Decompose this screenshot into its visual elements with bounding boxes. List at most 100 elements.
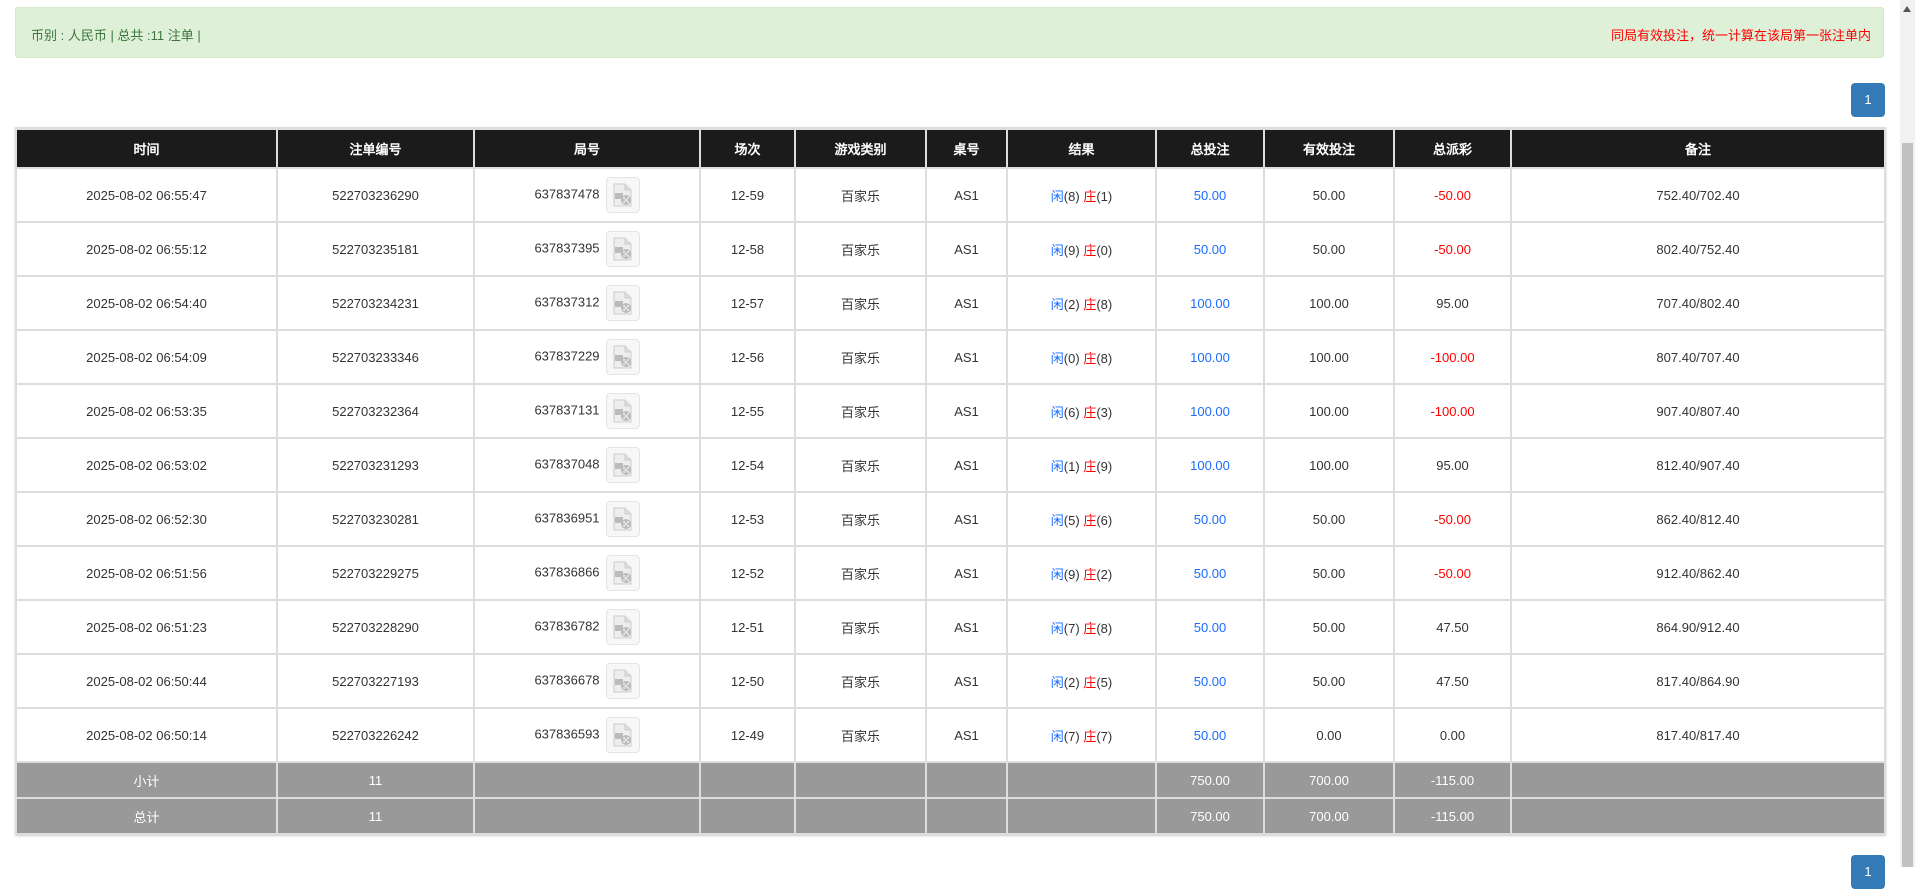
player-points: (2): [1063, 674, 1080, 690]
column-header[interactable]: 注单编号: [276, 127, 475, 168]
player-points: (7): [1063, 620, 1080, 636]
banker-label: 庄: [1083, 728, 1097, 744]
note: 817.40/864.90: [1510, 653, 1886, 709]
table-number: AS1: [925, 329, 1008, 385]
bet-time: 2025-08-02 06:54:09: [15, 329, 278, 385]
session: 12-54: [699, 437, 796, 493]
banker-points: (6): [1096, 512, 1113, 528]
game-type: 百家乐: [794, 167, 927, 223]
valid-bet: 50.00: [1263, 221, 1395, 277]
page-button-top[interactable]: 1: [1851, 83, 1885, 117]
bet-id: 522703231293: [276, 437, 475, 493]
round-cell: 637837048: [473, 437, 701, 493]
table-row: 2025-08-02 06:55:47 522703236290 637837478…: [15, 167, 1886, 223]
total-bet: 100.00: [1155, 275, 1265, 331]
result-cell: 闲(7) 庄(8): [1006, 599, 1157, 655]
grandtotal-count: 11: [276, 797, 475, 835]
subtotal-total-bet: 750.00: [1155, 761, 1265, 799]
total-bet: 100.00: [1155, 437, 1265, 493]
result-cell: 闲(2) 庄(5): [1006, 653, 1157, 709]
game-type: 百家乐: [794, 221, 927, 277]
scrollbar-thumb[interactable]: [1902, 143, 1913, 867]
summary-alert: 币别 : 人民币 | 总共 :11 注单 | 同局有效投注，统一计算在该局第一张…: [15, 7, 1884, 58]
valid-bet: 50.00: [1263, 599, 1395, 655]
vertical-scrollbar[interactable]: [1900, 0, 1915, 867]
bet-time: 2025-08-02 06:53:35: [15, 383, 278, 439]
result-cell: 闲(1) 庄(9): [1006, 437, 1157, 493]
column-header[interactable]: 有效投注: [1263, 127, 1395, 168]
banker-points: (1): [1096, 188, 1113, 204]
session: 12-56: [699, 329, 796, 385]
game-type: 百家乐: [794, 275, 927, 331]
banker-label: 庄: [1083, 296, 1097, 312]
empty-cell: [473, 797, 701, 835]
column-header[interactable]: 局号: [473, 127, 701, 168]
game-type: 百家乐: [794, 707, 927, 763]
table-row: 2025-08-02 06:51:23 522703228290 637836782…: [15, 599, 1886, 655]
player-points: (6): [1063, 404, 1080, 420]
banker-points: (8): [1096, 296, 1113, 312]
payout: -50.00: [1393, 545, 1512, 601]
note: 807.40/707.40: [1510, 329, 1886, 385]
table-number: AS1: [925, 437, 1008, 493]
video-replay-icon[interactable]: [605, 393, 640, 429]
video-replay-icon[interactable]: [605, 231, 640, 267]
round-cell: 637836593: [473, 707, 701, 763]
column-header[interactable]: 游戏类别: [794, 127, 927, 168]
column-header[interactable]: 桌号: [925, 127, 1008, 168]
empty-cell: [794, 797, 927, 835]
video-replay-icon[interactable]: [605, 501, 640, 537]
video-replay-icon[interactable]: [605, 663, 640, 699]
subtotal-valid-bet: 700.00: [1263, 761, 1395, 799]
table-number: AS1: [925, 491, 1008, 547]
video-replay-icon[interactable]: [605, 717, 640, 753]
bet-time: 2025-08-02 06:55:12: [15, 221, 278, 277]
column-header[interactable]: 备注: [1510, 127, 1886, 168]
column-header[interactable]: 场次: [699, 127, 796, 168]
result-cell: 闲(0) 庄(8): [1006, 329, 1157, 385]
round-cell: 637837395: [473, 221, 701, 277]
round-number: 637836593: [534, 726, 600, 742]
page-button-bottom[interactable]: 1: [1851, 855, 1885, 889]
empty-cell: [1510, 797, 1886, 835]
banker-points: (5): [1096, 674, 1113, 690]
player-label: 闲: [1050, 350, 1064, 366]
empty-cell: [925, 761, 1008, 799]
game-type: 百家乐: [794, 545, 927, 601]
subtotal-label: 小计: [15, 761, 278, 799]
round-number: 637837048: [534, 456, 600, 472]
result-cell: 闲(7) 庄(7): [1006, 707, 1157, 763]
banker-label: 庄: [1083, 620, 1097, 636]
total-bet: 50.00: [1155, 167, 1265, 223]
banker-points: (7): [1096, 728, 1113, 744]
table-row: 2025-08-02 06:53:35 522703232364 637837131…: [15, 383, 1886, 439]
round-number: 637836782: [534, 618, 600, 634]
subtotal-payout: -115.00: [1393, 761, 1512, 799]
video-replay-icon[interactable]: [605, 609, 640, 645]
video-replay-icon[interactable]: [605, 339, 640, 375]
table-number: AS1: [925, 221, 1008, 277]
player-points: (0): [1063, 350, 1080, 366]
video-replay-icon[interactable]: [605, 447, 640, 483]
video-replay-icon[interactable]: [605, 177, 640, 213]
player-label: 闲: [1050, 728, 1064, 744]
total-bet: 50.00: [1155, 599, 1265, 655]
grandtotal-payout: -115.00: [1393, 797, 1512, 835]
column-header[interactable]: 总投注: [1155, 127, 1265, 168]
player-points: (1): [1063, 458, 1080, 474]
empty-cell: [925, 797, 1008, 835]
note: 812.40/907.40: [1510, 437, 1886, 493]
banker-label: 庄: [1083, 404, 1097, 420]
column-header[interactable]: 总派彩: [1393, 127, 1512, 168]
table-row: 2025-08-02 06:50:14 522703226242 637836593…: [15, 707, 1886, 763]
round-number: 637836678: [534, 672, 600, 688]
column-header[interactable]: 结果: [1006, 127, 1157, 168]
game-type: 百家乐: [794, 653, 927, 709]
result-cell: 闲(6) 庄(3): [1006, 383, 1157, 439]
banker-label: 庄: [1083, 512, 1097, 528]
scroll-up-icon[interactable]: [1903, 6, 1911, 12]
video-replay-icon[interactable]: [605, 285, 640, 321]
video-replay-icon[interactable]: [605, 555, 640, 591]
banker-label: 庄: [1083, 458, 1097, 474]
column-header[interactable]: 时间: [15, 127, 278, 168]
